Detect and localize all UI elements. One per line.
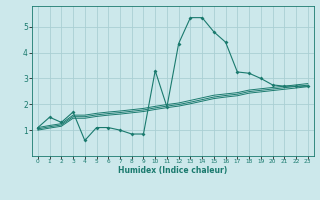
X-axis label: Humidex (Indice chaleur): Humidex (Indice chaleur): [118, 166, 228, 175]
